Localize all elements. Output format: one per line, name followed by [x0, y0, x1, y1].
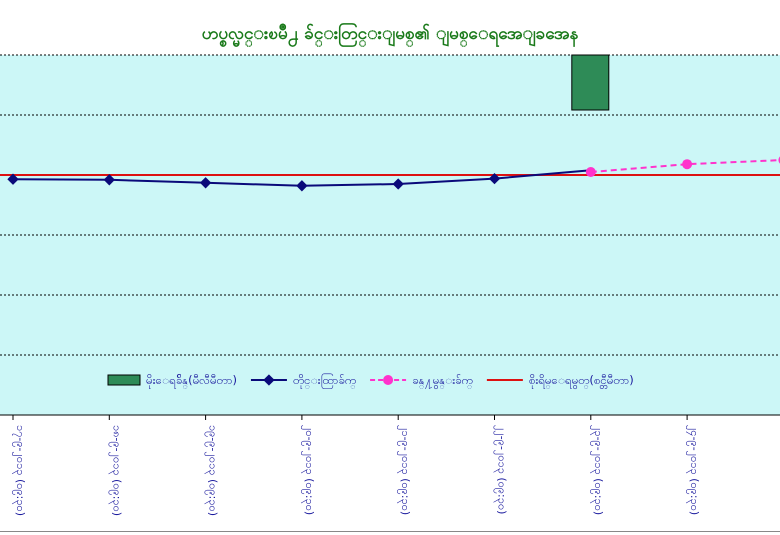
water-level-lines: [7, 156, 780, 192]
rainfall-bar: [571, 54, 610, 111]
x-tick-label: ၂၀-၉-၂၀၁၃ (၀၉:၃၀): [301, 425, 316, 515]
forecast-point: [682, 159, 693, 170]
legend-swatch-rainfall: [107, 374, 141, 386]
observed-point: [488, 172, 501, 185]
x-tick-label: ၂၃-၉-၂၀၁၃ (၀၉:၃၀): [590, 425, 605, 515]
x-tick-label: ၂၂-၉-၂၀၁၃ (၀၉:၃၀): [494, 425, 509, 514]
forecast-line: [590, 159, 780, 173]
observed-point: [296, 180, 308, 192]
x-tick-label: ၁၇-၉-၂၀၁၃ (၀၉:၃၀): [12, 425, 27, 516]
legend-marker-observed: [263, 374, 275, 386]
rainfall-bars: [571, 54, 610, 111]
x-tick-labels: ၁၇-၉-၂၀၁၃ (၀၉:၃၀) ၁၈-၉-၂၀၁၃ (၀၉:၃၀) ၁၉-၉-၂…: [12, 415, 701, 516]
plot-border-bottom: [0, 414, 780, 416]
legend-label: စိုးရိမ္ေရမွတ္(စင္တီမီတာ): [529, 373, 634, 389]
legend-label: မိုးေရခ်ိန္(မီလီမီတာ): [146, 373, 237, 389]
forecast-point: [585, 167, 596, 177]
legend-label: တိုင္းထြာခ်က္: [293, 373, 356, 389]
observed-point: [392, 178, 404, 190]
observed-point: [199, 177, 212, 189]
x-tick-label: ၂၁-၉-၂၀၁၃ (၀၉:၃၀): [397, 425, 412, 515]
x-tick-label: ၂၄-၉-၂၀၁၃ (၀၉:၃၀): [686, 425, 701, 515]
chart-border-bottom: [0, 531, 780, 532]
legend-marker-forecast: [383, 375, 394, 385]
chart-title: ဟပ္စ္မလင္းၿမိဳ႕ ခ်င္းတြင္းျမစ္၏ ျမစ္ေရအေ…: [201, 24, 579, 44]
legend: မိုးေရခ်ိန္(မီလီမီတာ) တိုင္းထြာခ်က္ ခန္႔မွ…: [107, 373, 634, 389]
legend-label: ခန္႔မွန္းခ်က္: [412, 373, 473, 389]
x-tick-label: ၁၉-၉-၂၀၁၃ (၀၉:၃၀): [205, 425, 220, 516]
x-tick-label: ၁၈-၉-၂၀၁၃ (၀၉:၃၀): [108, 425, 123, 516]
